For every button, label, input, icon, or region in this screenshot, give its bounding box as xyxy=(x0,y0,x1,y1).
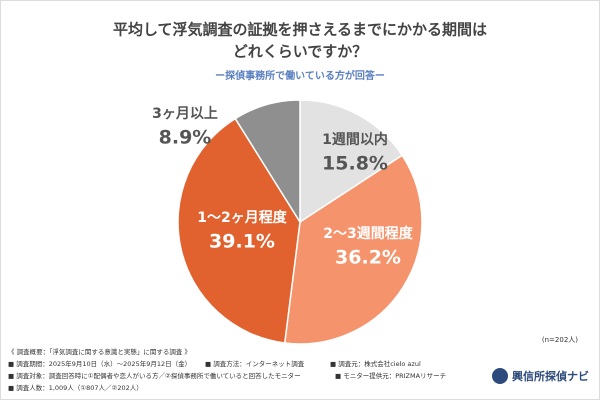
survey-period: ■ 調査期間：2025年9月10日（水）〜2025年9月12日（金） xyxy=(8,359,191,368)
survey-count: ■ 調査人数：1,009人（①807人／②202人） xyxy=(8,383,143,392)
value-label: 8.9% xyxy=(159,127,212,149)
survey-provider: ■ モニター提供元：PRIZMAリサーチ xyxy=(335,371,446,380)
pie-slice xyxy=(234,99,301,225)
pie-slice xyxy=(283,154,423,345)
survey-method: ■ 調査方法：インターネット調査 xyxy=(205,359,305,368)
logo-icon xyxy=(492,368,508,384)
slice-label: 3ヶ月以上 xyxy=(152,106,218,122)
value-label: 36.2% xyxy=(335,247,401,269)
survey-source: ■ 調査元：株式会社cielo azul xyxy=(330,359,421,368)
value-label: 39.1% xyxy=(209,231,275,253)
logo: 興信所探偵ナビ xyxy=(512,369,589,383)
chart-title: どれくらいですか？ xyxy=(233,43,368,61)
slice-label: 1〜2ヶ月程度 xyxy=(197,209,287,226)
sample-note: (n=202人) xyxy=(542,336,578,344)
value-label: 15.8% xyxy=(322,153,388,175)
chart-title: 平均して浮気調査の証拠を押さえるまでにかかる期間は xyxy=(113,21,487,39)
slice-label: 2〜3週間程度 xyxy=(323,225,413,242)
survey-target: ■ 調査対象：調査回答時に①配偶者や恋人がいる方／②探偵事務所で働いていると回答… xyxy=(8,371,301,380)
slice-label: 1週間以内 xyxy=(322,131,388,148)
survey-heading: 《 調査概要：「浮気調査に関する意識と実態」に関する調査 》 xyxy=(8,347,191,356)
pie-slice xyxy=(299,99,404,224)
chart-subtitle: ー探偵事務所で働いている方が回答ー xyxy=(215,69,385,82)
